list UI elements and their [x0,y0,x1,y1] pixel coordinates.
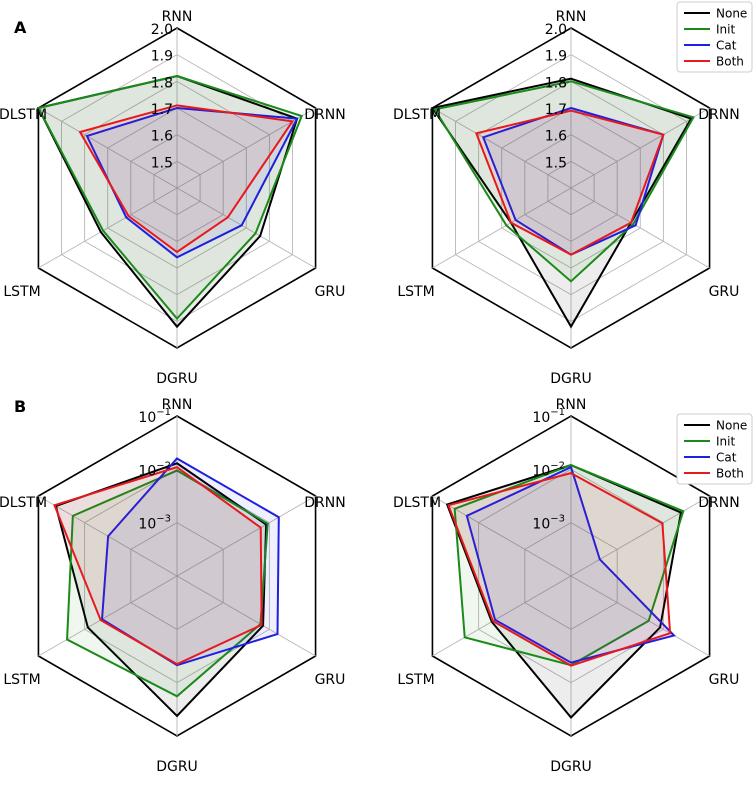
axis-label-rnn: RNN [162,9,193,25]
axis-label-dgru: DGRU [550,371,592,387]
legends: None Init Cat Both None Init Cat Both [676,1,753,485]
ring-label: 1.6 [545,129,567,145]
series-both [447,472,672,667]
radar-plots: 1.51.61.71.81.92.0RNNDRNNGRUDGRULSTMDLST… [0,9,740,775]
series-cat [465,465,676,664]
series-none [445,464,683,719]
axis-label-drnn: DRNN [698,495,739,511]
spoke-line [432,575,572,657]
ring-label: 1.6 [151,129,173,145]
axis-label-rnn: RNN [556,397,587,413]
ring-label: 2.0 [545,22,567,38]
spoke-line [176,575,316,657]
panel-label-a: A [14,18,27,37]
axis-label-rnn: RNN [556,9,587,25]
axis-label-lstm: LSTM [3,672,40,688]
spoke-line [570,107,710,189]
series-none [430,77,693,329]
axis-label-gru: GRU [709,672,740,688]
axis-label-gru: GRU [709,284,740,300]
axis-label-lstm: LSTM [3,284,40,300]
legend-label-cat: Cat [716,39,737,53]
ring-label: 1.7 [545,102,567,118]
legend-a: None Init Cat Both [676,1,753,73]
panel-label-b: B [14,397,26,416]
legend-label-cat: Cat [716,451,737,465]
spoke-line [38,575,178,657]
axis-label-lstm: LSTM [397,284,434,300]
series-init [36,74,304,321]
series-both [78,104,295,254]
axis-label-drnn: DRNN [698,107,739,123]
ring-label: 2.0 [151,22,173,38]
axis-label-gru: GRU [315,672,346,688]
ring-label: 1.9 [545,49,567,65]
axis-label-lstm: LSTM [397,672,434,688]
spoke-line [570,575,710,657]
spoke-line [570,187,710,269]
legend-label-init: Init [716,23,735,37]
spoke-line [38,107,178,189]
axis-label-rnn: RNN [162,397,193,413]
axis-label-drnn: DRNN [304,495,345,511]
axis-label-dgru: DGRU [156,371,198,387]
ring-label: 1.8 [151,75,173,91]
axis-label-dlstm: DLSTM [0,107,47,123]
legend-label-both: Both [716,467,744,481]
ring-label: 1.5 [151,155,173,171]
axis-label-dlstm: DLSTM [393,495,441,511]
legend-label-none: None [716,7,747,21]
axis-label-dgru: DGRU [156,759,198,775]
legend-b: None Init Cat Both [676,413,753,485]
ring-label: 1.5 [545,155,567,171]
ring-label: 1.9 [151,49,173,65]
spoke-line [176,187,316,269]
spoke-line [176,495,316,577]
ring-label: 1.8 [545,75,567,91]
legend-label-none: None [716,419,747,433]
spoke-line [432,107,572,189]
series-cat [85,106,299,259]
axis-label-dgru: DGRU [550,759,592,775]
axis-label-gru: GRU [315,284,346,300]
spoke-line [432,187,572,269]
ring-label: 1.7 [151,102,173,118]
axis-label-dlstm: DLSTM [0,495,47,511]
legend-label-both: Both [716,55,744,69]
series-both [53,466,263,666]
axis-label-dlstm: DLSTM [393,107,441,123]
spoke-line [38,187,178,269]
legend-box [676,413,753,485]
legend-label-init: Init [716,435,735,449]
spoke-line [570,495,710,577]
axis-label-drnn: DRNN [304,107,345,123]
legend-box [676,1,753,73]
series-both [474,109,665,256]
